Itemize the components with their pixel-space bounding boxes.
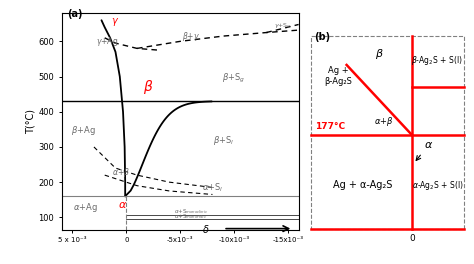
Text: $\alpha$+$\beta$: $\alpha$+$\beta$ (374, 115, 394, 128)
Text: $\alpha$+S$_{monorhbc}$: $\alpha$+S$_{monorhbc}$ (174, 212, 208, 221)
Text: $\beta$: $\beta$ (143, 78, 153, 96)
Text: $\beta$+S$_l$: $\beta$+S$_l$ (212, 134, 234, 147)
Text: $\beta$+$\gamma$: $\beta$+$\gamma$ (182, 30, 200, 43)
Text: $\gamma$: $\gamma$ (111, 16, 119, 29)
Text: $\beta$+S$_g$: $\beta$+S$_g$ (222, 72, 246, 84)
Text: Ag +
β-Ag₂S: Ag + β-Ag₂S (325, 66, 352, 86)
Text: $\alpha$+S$_l$: $\alpha$+S$_l$ (201, 182, 223, 195)
Text: $\alpha$+S$_{monoclinic}$: $\alpha$+S$_{monoclinic}$ (173, 208, 208, 216)
Text: 0: 0 (409, 234, 415, 243)
Text: $\delta$: $\delta$ (201, 223, 209, 235)
Text: $\gamma$+Ag: $\gamma$+Ag (96, 35, 118, 48)
Text: $\gamma$+S$_g$: $\gamma$+S$_g$ (273, 22, 291, 32)
Text: 177°C: 177°C (315, 122, 346, 131)
Text: $\alpha$-Ag$_2$S + S(l): $\alpha$-Ag$_2$S + S(l) (412, 179, 464, 192)
Text: $\alpha$+$\beta$: $\alpha$+$\beta$ (112, 166, 130, 179)
Text: $\alpha$+Ag: $\alpha$+Ag (73, 201, 98, 214)
Text: $\alpha$: $\alpha$ (118, 200, 127, 210)
Y-axis label: T(°C): T(°C) (25, 109, 36, 134)
Text: $\beta$: $\beta$ (375, 47, 384, 61)
Text: (b): (b) (314, 32, 330, 42)
Text: (a): (a) (67, 9, 82, 19)
Text: $\beta$+Ag: $\beta$+Ag (71, 124, 96, 137)
Text: $\alpha$: $\alpha$ (416, 140, 433, 161)
FancyBboxPatch shape (310, 36, 465, 229)
Text: $\beta$-Ag$_2$S + S(l): $\beta$-Ag$_2$S + S(l) (410, 54, 463, 67)
Text: Ag + α-Ag₂S: Ag + α-Ag₂S (333, 181, 392, 190)
